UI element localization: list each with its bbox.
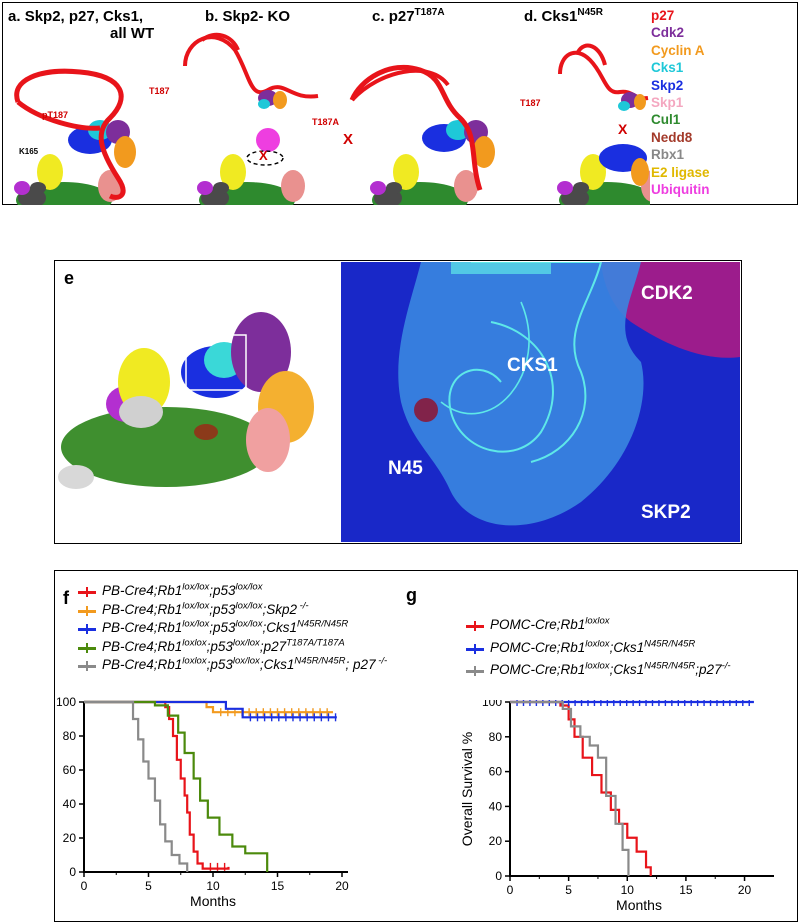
label-n45: N45 — [388, 458, 423, 479]
x-mark-d: X — [618, 121, 628, 137]
legend-item-cyclin-a: Cyclin A — [651, 42, 705, 58]
g-legend-tick-0 — [474, 621, 476, 631]
legend-item-rbx1: Rbx1 — [651, 147, 685, 163]
legend-item-ubiquitin: Ubiquitin — [651, 182, 710, 197]
legend-item-p27: p27 — [651, 8, 675, 23]
label-cks1: CKS1 — [507, 355, 558, 376]
x-mark-b: X — [259, 148, 268, 163]
f-ytick-label-1: 20 — [63, 831, 77, 845]
legend-item-nedd8: Nedd8 — [651, 129, 693, 145]
g-axes — [509, 702, 774, 877]
legend-item-cul1: Cul1 — [651, 112, 681, 128]
g-legend-label-1: POMC-Cre;Rb1loxlox;Cks1N45R/N45R — [490, 638, 696, 655]
complex-c — [349, 64, 495, 205]
f-legend-label-0: PB-Cre4;Rb1lox/lox;p53lox/lox — [102, 581, 263, 598]
f-xtick-label-3: 15 — [271, 879, 285, 893]
legend-item-skp2: Skp2 — [651, 77, 684, 93]
complex-e-overview — [58, 312, 314, 489]
structure-panel-e — [54, 260, 742, 544]
g-legend-tick-1 — [474, 643, 476, 654]
panel-d-title: d. Cks1N45R — [524, 7, 603, 26]
g-ytick-label-4: 80 — [489, 730, 503, 744]
label-T187A: T187A — [312, 117, 340, 127]
g-ytick-label-3: 60 — [489, 765, 503, 779]
f-axes — [83, 702, 348, 873]
f-legend-label-4: PB-Cre4;Rb1loxlox;p53lox/lox;Cks1N45R/N4… — [102, 655, 388, 672]
f-legend-label-2: PB-Cre4;Rb1lox/lox;p53lox/lox;Cks1N45R/N… — [102, 618, 349, 635]
structure-illustrations — [14, 32, 650, 205]
legend-item-e2-ligase: E2 ligase — [651, 164, 710, 180]
g-ytick-label-1: 20 — [489, 834, 503, 848]
g-legend-label-2: POMC-Cre;Rb1loxlox;Cks1N45R/N45R;p27-/- — [490, 660, 731, 677]
f-series-0 — [84, 700, 230, 870]
x-mark-c: X — [343, 131, 354, 148]
cks1-zoom-view — [341, 262, 740, 542]
label-T187-b: T187 — [149, 86, 170, 96]
f-legend-tick-1 — [86, 605, 88, 616]
f-ytick-label-0: 0 — [69, 865, 76, 879]
g-series-0 — [510, 700, 652, 876]
label-cdk2: CDK2 — [641, 283, 693, 304]
f-legend-label-1: PB-Cre4;Rb1lox/lox;p53lox/lox;Skp2 -/- — [102, 600, 309, 617]
g-series-2 — [510, 700, 630, 876]
g-ylabel: Overall Survival % — [459, 732, 475, 846]
label-skp2: SKP2 — [641, 502, 691, 523]
g-ytick-label-5: 100 — [482, 700, 502, 709]
label-K165: K165 — [19, 147, 39, 156]
f-legend-tick-4 — [86, 661, 88, 671]
panel-a-title: a. Skp2, p27, Cks1, all WT — [8, 8, 155, 42]
f-legend-tick-2 — [86, 624, 88, 634]
legend-item-cks1: Cks1 — [651, 60, 684, 76]
legend-item-cdk2: Cdk2 — [651, 25, 685, 41]
panel-g-letter: g — [406, 585, 417, 605]
f-series-4 — [84, 700, 189, 872]
g-ytick-label-2: 40 — [489, 799, 503, 813]
label-T187-d: T187 — [520, 98, 541, 108]
survival-chart-g: 0 20 40 60 80 100 0 5 10 15 20 Overall Survival % Mo… — [459, 700, 774, 913]
survival-panel-fg — [54, 570, 798, 922]
f-xtick-label-0: 0 — [81, 879, 88, 893]
f-legend-label-3: PB-Cre4;Rb1loxlox;p53lox/lox;p27T187A/T1… — [102, 637, 345, 654]
panel-e-letter: e — [64, 268, 75, 288]
panel-b-title: b. Skp2- KO — [205, 8, 291, 25]
f-series-3 — [84, 700, 269, 872]
legend-item-skp1: Skp1 — [651, 95, 684, 110]
f-xtick-label-4: 20 — [335, 879, 349, 893]
panel-c-title: c. p27T187A — [372, 7, 445, 26]
g-xtick-label-3: 15 — [679, 883, 693, 897]
g-ytick-label-0: 0 — [495, 869, 502, 883]
complex-d — [557, 43, 650, 205]
g-legend-tick-2 — [474, 666, 476, 676]
g-xtick-label-0: 0 — [507, 883, 514, 897]
f-ytick-label-3: 60 — [63, 763, 77, 777]
f-series-2 — [84, 700, 337, 719]
f-legend-tick-0 — [86, 587, 88, 597]
f-ytick-label-2: 40 — [63, 797, 77, 811]
f-legend-tick-3 — [86, 642, 88, 653]
f-xtick-label-1: 5 — [145, 879, 152, 893]
g-xtick-label-2: 10 — [621, 883, 635, 897]
f-series-1 — [84, 700, 333, 714]
g-xlabel: Months — [616, 897, 662, 913]
g-legend-label-0: POMC-Cre;Rb1loxlox — [490, 615, 610, 632]
complex-a — [14, 68, 136, 205]
label-pT187: pT187 — [42, 110, 69, 120]
f-ytick-label-4: 80 — [63, 729, 77, 743]
f-xlabel: Months — [190, 893, 236, 909]
panel-f-letter: f — [63, 588, 69, 608]
g-xtick-label-4: 20 — [738, 883, 752, 897]
f-xtick-label-2: 10 — [206, 879, 220, 893]
g-xtick-label-1: 5 — [565, 883, 572, 897]
complex-b — [183, 32, 319, 205]
f-ytick-label-5: 100 — [56, 695, 76, 709]
